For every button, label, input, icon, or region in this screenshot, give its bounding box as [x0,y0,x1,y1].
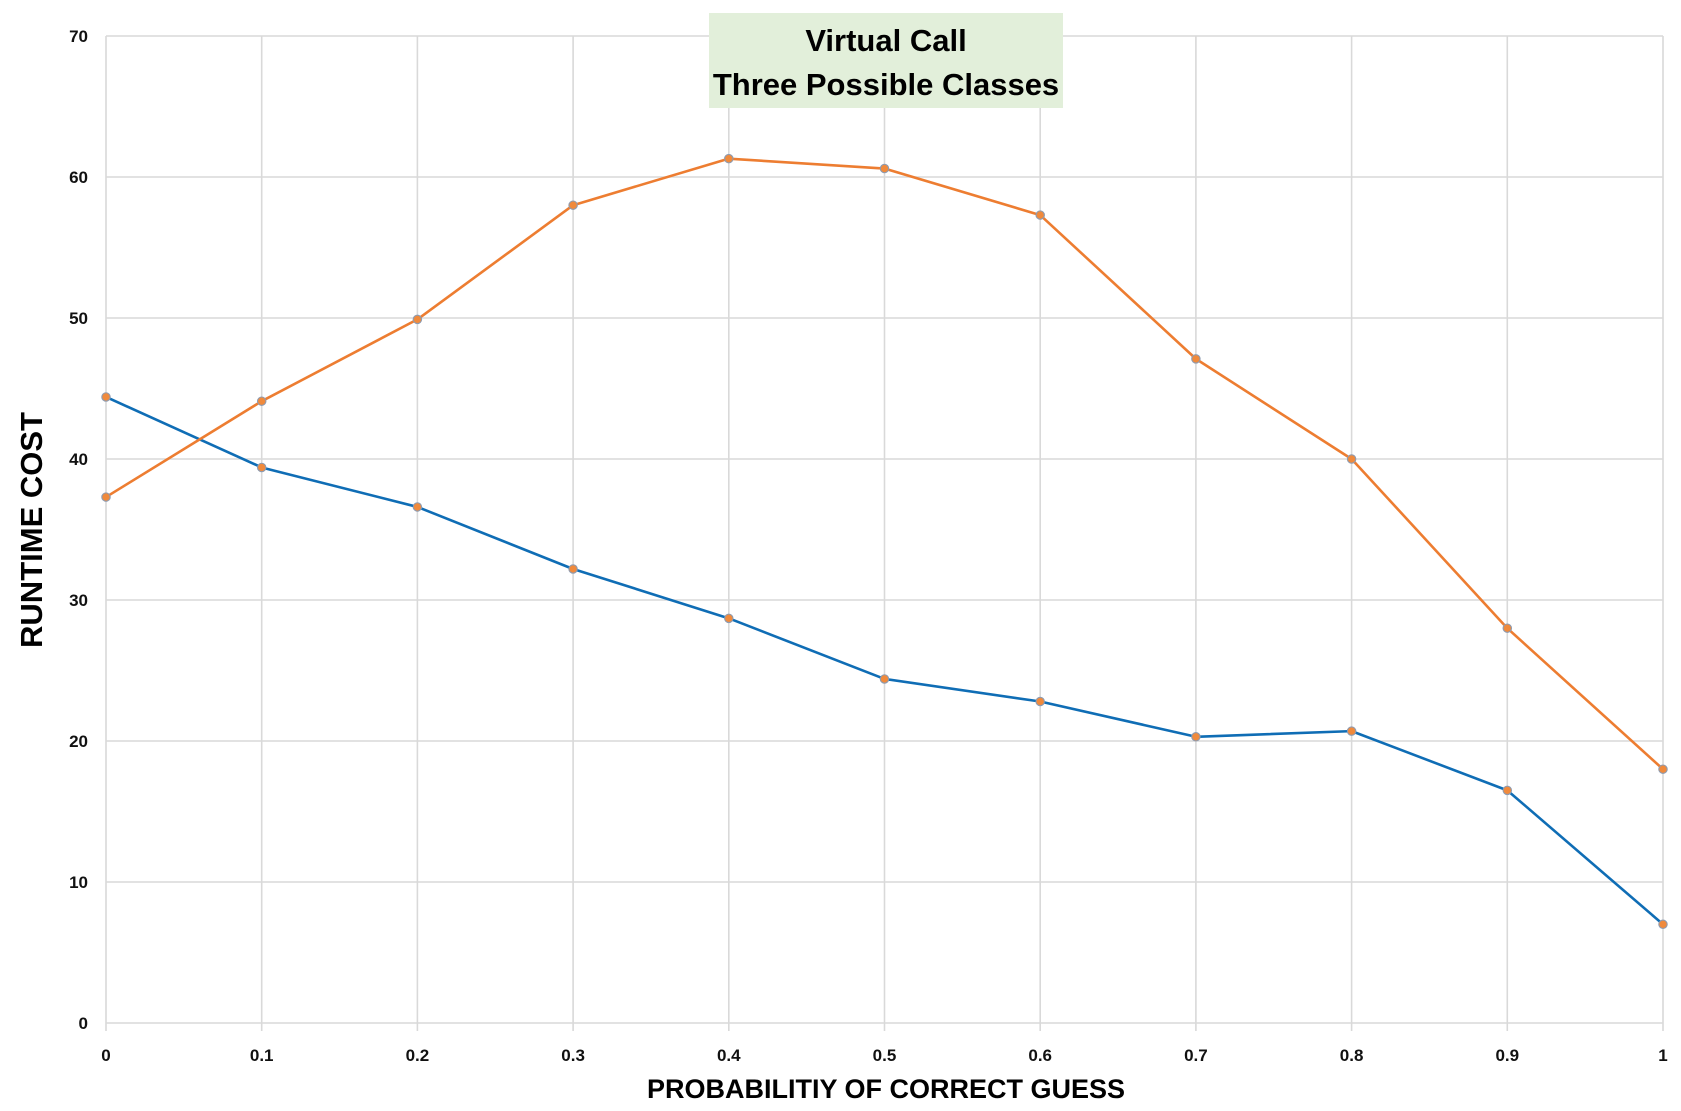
x-tick-label: 0.5 [873,1046,897,1065]
x-tick-label: 1 [1658,1046,1667,1065]
series-1-point [412,502,423,512]
series-2-point [879,163,890,174]
y-tick-label: 70 [69,27,88,46]
title-box [709,13,1063,108]
x-tick-label: 0.3 [561,1046,585,1065]
y-tick-label: 40 [69,450,88,469]
series-1-point [256,462,267,473]
series-markers [101,153,1668,930]
x-tick-label: 0.9 [1495,1046,1519,1065]
x-tick-label: 0 [101,1046,110,1065]
y-tick-label: 50 [69,309,88,328]
gridlines [105,35,1664,1031]
x-axis-title: PROBABILITIY OF CORRECT GUESS [647,1074,1125,1104]
y-tick-label: 30 [69,591,88,610]
series-2-point [256,396,267,406]
y-tick-label: 10 [69,873,88,892]
series-2-point [724,153,734,164]
x-tick-label: 0.2 [406,1046,430,1065]
series-2-point [1346,454,1357,464]
chart-title: Virtual Call [805,23,966,58]
y-tick-label: 0 [79,1014,88,1033]
y-tick-label: 60 [69,168,88,187]
series-2-point [1191,354,1201,364]
series-1-point [724,613,734,624]
y-axis-title: RUNTIME COST [14,412,49,648]
series-2-point [1658,764,1668,774]
x-tick-label: 0.7 [1184,1046,1208,1065]
series-1-point [1658,919,1668,930]
x-tick-label: 0.1 [250,1046,274,1065]
series-1-point [1035,696,1045,707]
series-2-point [412,314,423,325]
series-1-point [879,674,890,684]
series-2-point [1035,210,1045,220]
series-1-point [101,392,111,402]
series-1-point [1502,785,1513,796]
x-tick-label: 0.4 [717,1046,741,1065]
series-2-point [1502,623,1513,633]
series-1-point [1346,726,1357,736]
series-2-point [568,200,578,210]
series-1-point [1191,732,1201,742]
axis-ticks: 0 10 20 30 40 50 60 70 0 0.1 0.2 0.3 0.4 0.5 0.6 0.7 0.8… [69,27,1668,1065]
x-tick-label: 0.6 [1028,1046,1052,1065]
chart-subtitle: Three Possible Classes [713,67,1059,102]
y-tick-label: 20 [69,732,88,751]
x-tick-label: 0.8 [1340,1046,1364,1065]
series-2-point [101,492,111,502]
series-1-point [568,564,578,574]
